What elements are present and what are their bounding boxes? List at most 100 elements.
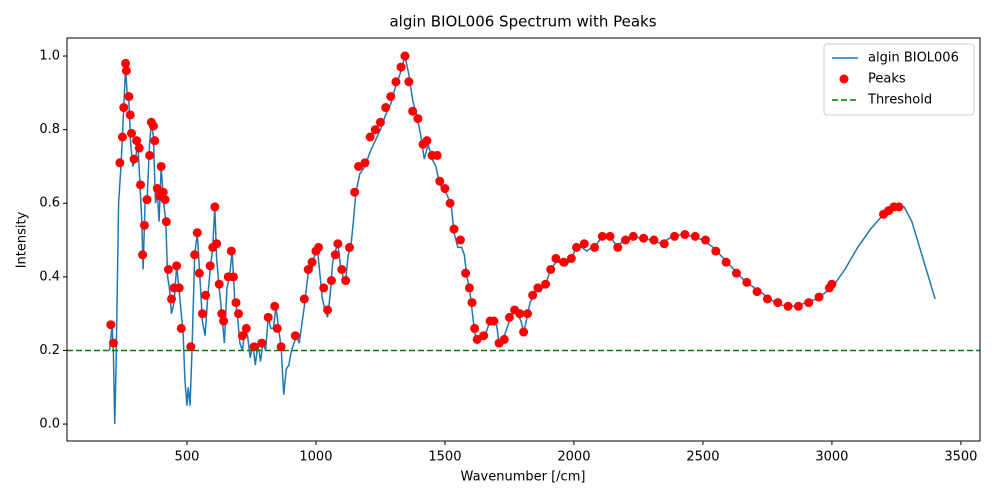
peak-point [381, 103, 391, 113]
peak-point [132, 136, 142, 146]
y-tick-label: 0.8 [39, 122, 60, 137]
peak-point [721, 257, 731, 267]
peak-point [711, 246, 721, 256]
x-tick-label: 2000 [557, 450, 590, 465]
peak-point [528, 290, 538, 300]
peak-point [138, 250, 148, 260]
legend-label: Threshold [867, 93, 932, 108]
peak-point [125, 110, 135, 120]
peak-point [150, 136, 160, 146]
x-tick-label: 2500 [686, 450, 719, 465]
peak-point [290, 331, 300, 341]
peak-point [894, 202, 904, 212]
peak-point [314, 242, 324, 252]
peak-point [197, 309, 207, 319]
peak-point [455, 235, 465, 245]
peak-point [370, 125, 380, 135]
y-tick-label: 0.6 [39, 196, 60, 211]
peak-point [192, 228, 202, 238]
peak-point [804, 298, 814, 308]
peak-point [365, 132, 375, 142]
legend-label: algin BIOL006 [868, 51, 959, 66]
peak-point [449, 224, 459, 234]
peak-point [605, 231, 615, 241]
y-tick-label: 0.4 [39, 269, 60, 284]
peak-point [432, 150, 442, 160]
legend-marker [839, 74, 849, 84]
peak-point [176, 323, 186, 333]
peak-point [413, 114, 423, 124]
peak-point [639, 233, 649, 243]
peak-point [572, 242, 582, 252]
peak-point [400, 51, 410, 61]
peak-point [814, 292, 824, 302]
peak-point [386, 92, 396, 102]
peak-point [231, 298, 241, 308]
peak-point [174, 283, 184, 293]
peak-point [690, 231, 700, 241]
peak-point [445, 198, 455, 208]
peak-point [628, 231, 638, 241]
peak-point [551, 253, 561, 263]
peak-point [440, 184, 450, 194]
peak-point [148, 121, 158, 131]
peak-point [136, 180, 146, 190]
peak-point [566, 253, 576, 263]
x-axis-label: Wavenumber [/cm] [461, 470, 586, 485]
peak-point [234, 309, 244, 319]
peak-point [670, 231, 680, 241]
peak-point [333, 239, 343, 249]
peak-point [360, 158, 370, 168]
peak-point [499, 334, 509, 344]
peak-point [134, 143, 144, 153]
peak-point [470, 323, 480, 333]
x-tick-label: 3500 [944, 450, 977, 465]
peak-point [160, 195, 170, 205]
peak-point [142, 195, 152, 205]
peak-point [461, 268, 471, 278]
x-tick-label: 500 [175, 450, 200, 465]
peak-point [701, 235, 711, 245]
y-tick-label: 1.0 [39, 49, 60, 64]
chart-title: algin BIOL006 Spectrum with Peaks [389, 13, 656, 31]
peak-point [249, 342, 259, 352]
peak-point [228, 272, 238, 282]
peak-point [504, 312, 514, 322]
peak-point [341, 276, 351, 286]
peak-point [404, 77, 414, 87]
peak-point [263, 312, 273, 322]
y-tick-label: 0.0 [39, 417, 60, 432]
peak-point [307, 257, 317, 267]
peak-point [783, 301, 793, 311]
peak-point [190, 250, 200, 260]
peak-point [323, 305, 333, 315]
peak-point [212, 239, 222, 249]
peak-point [337, 264, 347, 274]
peak-point [344, 242, 354, 252]
peak-point [121, 66, 131, 76]
peak-point [613, 242, 623, 252]
peak-point [106, 320, 116, 330]
peak-point [773, 298, 783, 308]
peak-point [559, 257, 569, 267]
peak-point [621, 235, 631, 245]
peak-point [210, 202, 220, 212]
peak-point [145, 150, 155, 160]
peak-point [330, 250, 340, 260]
peak-point [319, 283, 329, 293]
x-tick-label: 3000 [815, 450, 848, 465]
peak-point [161, 217, 171, 227]
peak-point [533, 283, 543, 293]
peak-point [226, 246, 236, 256]
peak-point [522, 309, 532, 319]
x-tick-label: 1000 [299, 450, 332, 465]
peak-point [166, 294, 176, 304]
peak-point [272, 323, 282, 333]
peak-point [158, 187, 168, 197]
x-tick-label: 1500 [428, 450, 461, 465]
peak-point [350, 187, 360, 197]
peak-point [422, 136, 432, 146]
peak-point [126, 128, 136, 138]
peak-point [119, 103, 129, 113]
